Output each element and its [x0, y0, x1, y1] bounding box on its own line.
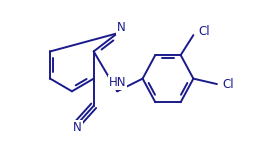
- Text: HN: HN: [108, 76, 126, 89]
- Text: N: N: [73, 121, 82, 134]
- Text: N: N: [116, 21, 125, 34]
- Text: Cl: Cl: [199, 25, 210, 38]
- Text: Cl: Cl: [222, 78, 234, 91]
